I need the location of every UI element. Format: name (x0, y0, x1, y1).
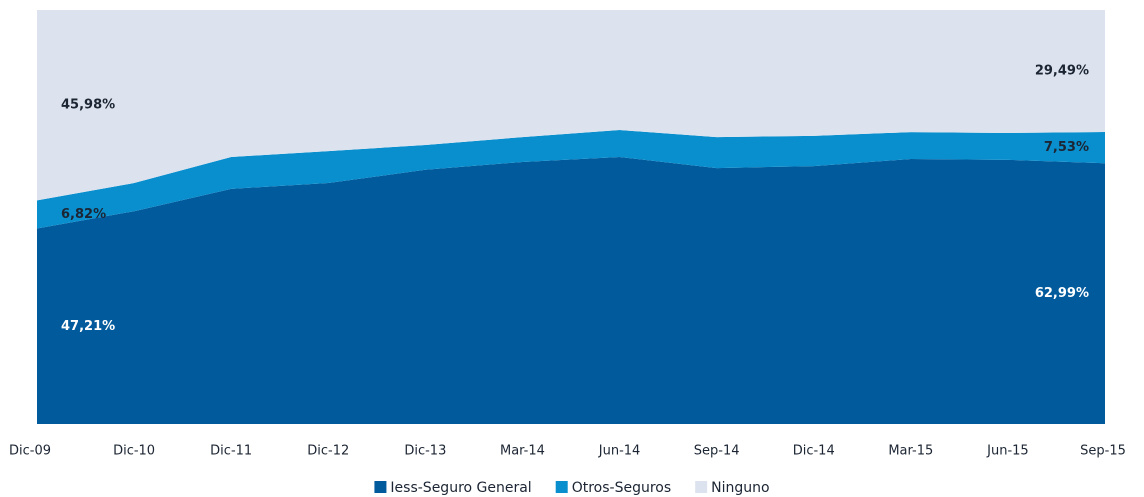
legend-label: Iess-Seguro General (390, 480, 531, 496)
x-tick-label: Mar-14 (500, 444, 545, 459)
area (37, 130, 1105, 229)
value-label: 6,82% (61, 207, 106, 222)
x-tick-label: Jun-15 (986, 444, 1029, 459)
value-label: 7,53% (1044, 140, 1089, 155)
x-tick-label: Dic-11 (210, 444, 252, 459)
area (37, 156, 1105, 424)
area (37, 9, 1105, 201)
value-label: 47,21% (61, 319, 115, 334)
legend-label: Ninguno (711, 480, 769, 496)
legend-label: Otros-Seguros (572, 480, 671, 496)
value-label: 29,49% (1035, 64, 1089, 79)
x-tick-label: Dic-09 (9, 444, 51, 459)
value-label: 45,98% (61, 98, 115, 113)
x-tick-label: Dic-12 (307, 444, 349, 459)
x-tick-label: Sep-14 (694, 444, 740, 459)
x-tick-label: Sep-15 (1080, 444, 1126, 459)
legend-swatch (374, 481, 387, 493)
x-tick-label: Dic-14 (793, 444, 835, 459)
legend: Iess-Seguro General Otros-Seguros Ninguno (374, 480, 770, 496)
legend-swatch (555, 481, 568, 493)
x-tick-label: Mar-15 (888, 444, 933, 459)
x-tick-label: Dic-13 (404, 444, 446, 459)
value-label: 62,99% (1035, 286, 1089, 301)
x-tick-label: Dic-10 (113, 444, 155, 459)
legend-swatch (695, 481, 708, 493)
x-tick-label: Jun-14 (598, 444, 641, 459)
